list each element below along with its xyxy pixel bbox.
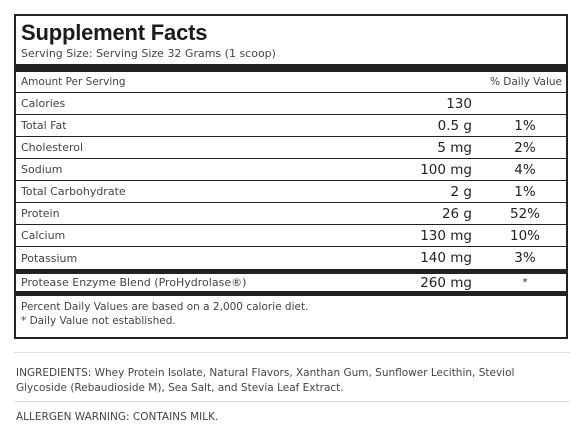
nutrient-amount: 100 mg — [420, 161, 472, 178]
nutrient-name: Protease Enzyme Blend (ProHydrolase®) — [21, 276, 247, 289]
nutrient-daily-value: 3% — [514, 250, 536, 266]
nutrient-row-protein: Protein 26 g 52% — [16, 203, 566, 225]
nutrient-row-calcium: Calcium 130 mg 10% — [16, 225, 566, 247]
nutrient-name: Cholesterol — [21, 141, 84, 154]
footnote-daily-values: Percent Daily Values are based on a 2,00… — [21, 301, 309, 313]
nutrient-amount: 5 mg — [437, 139, 472, 156]
nutrient-daily-value: 4% — [514, 161, 536, 178]
nutrient-daily-value: 2% — [514, 139, 536, 156]
nutrient-amount: 26 g — [441, 205, 472, 222]
nutrient-row-total-carbohydrate: Total Carbohydrate 2 g 1% — [16, 181, 566, 203]
nutrient-daily-value: 10% — [509, 227, 540, 244]
nutrient-name: Potassium — [21, 251, 78, 265]
nutrient-amount: 260 mg — [420, 274, 472, 291]
nutrient-name: Protein — [21, 207, 60, 220]
supplement-facts-panel: Supplement Facts Serving Size: Serving S… — [14, 14, 568, 339]
nutrient-row-protease-enzyme-blend: Protease Enzyme Blend (ProHydrolase®) 26… — [16, 269, 566, 296]
facts-footnotes: Percent Daily Values are based on a 2,00… — [16, 296, 566, 328]
nutrient-name: Calcium — [21, 229, 66, 242]
nutrient-daily-value: * — [522, 277, 528, 288]
nutrient-amount: 2 g — [450, 183, 472, 200]
nutrient-row-total-fat: Total Fat 0.5 g 1% — [16, 115, 566, 137]
allergen-warning: ALLERGEN WARNING: CONTAINS MILK. — [16, 411, 219, 423]
section-divider — [14, 352, 570, 353]
nutrient-amount: 130 mg — [420, 227, 472, 244]
nutrient-amount: 140 mg — [420, 250, 472, 266]
nutrient-daily-value: 52% — [509, 205, 540, 222]
nutrient-row-sodium: Sodium 100 mg 4% — [16, 159, 566, 181]
serving-size: Serving Size: Serving Size 32 Grams (1 s… — [21, 47, 276, 60]
nutrient-amount: 0.5 g — [437, 117, 472, 134]
nutrient-name: Total Carbohydrate — [21, 185, 126, 198]
footnote-not-established: * Daily Value not established. — [21, 315, 176, 327]
nutrient-row-calories: Calories 130 — [16, 93, 566, 115]
amount-per-serving-label: Amount Per Serving — [21, 76, 126, 88]
nutrient-name: Total Fat — [21, 119, 67, 132]
thick-divider — [16, 64, 566, 72]
section-divider — [14, 401, 570, 402]
nutrient-amount: 130 — [446, 95, 472, 112]
daily-value-label: % Daily Value — [489, 76, 562, 88]
nutrient-daily-value: 1% — [514, 183, 536, 200]
nutrient-row-cholesterol: Cholesterol 5 mg 2% — [16, 137, 566, 159]
facts-header-row: Amount Per Serving % Daily Value — [16, 72, 566, 93]
nutrient-name: Sodium — [21, 163, 63, 176]
nutrient-daily-value: 1% — [514, 117, 536, 134]
ingredients-text: INGREDIENTS: Whey Protein Isolate, Natur… — [16, 367, 515, 394]
nutrient-name: Calories — [21, 97, 66, 110]
facts-title: Supplement Facts — [21, 20, 208, 45]
nutrient-row-potassium: Potassium 140 mg 3% — [16, 247, 566, 269]
